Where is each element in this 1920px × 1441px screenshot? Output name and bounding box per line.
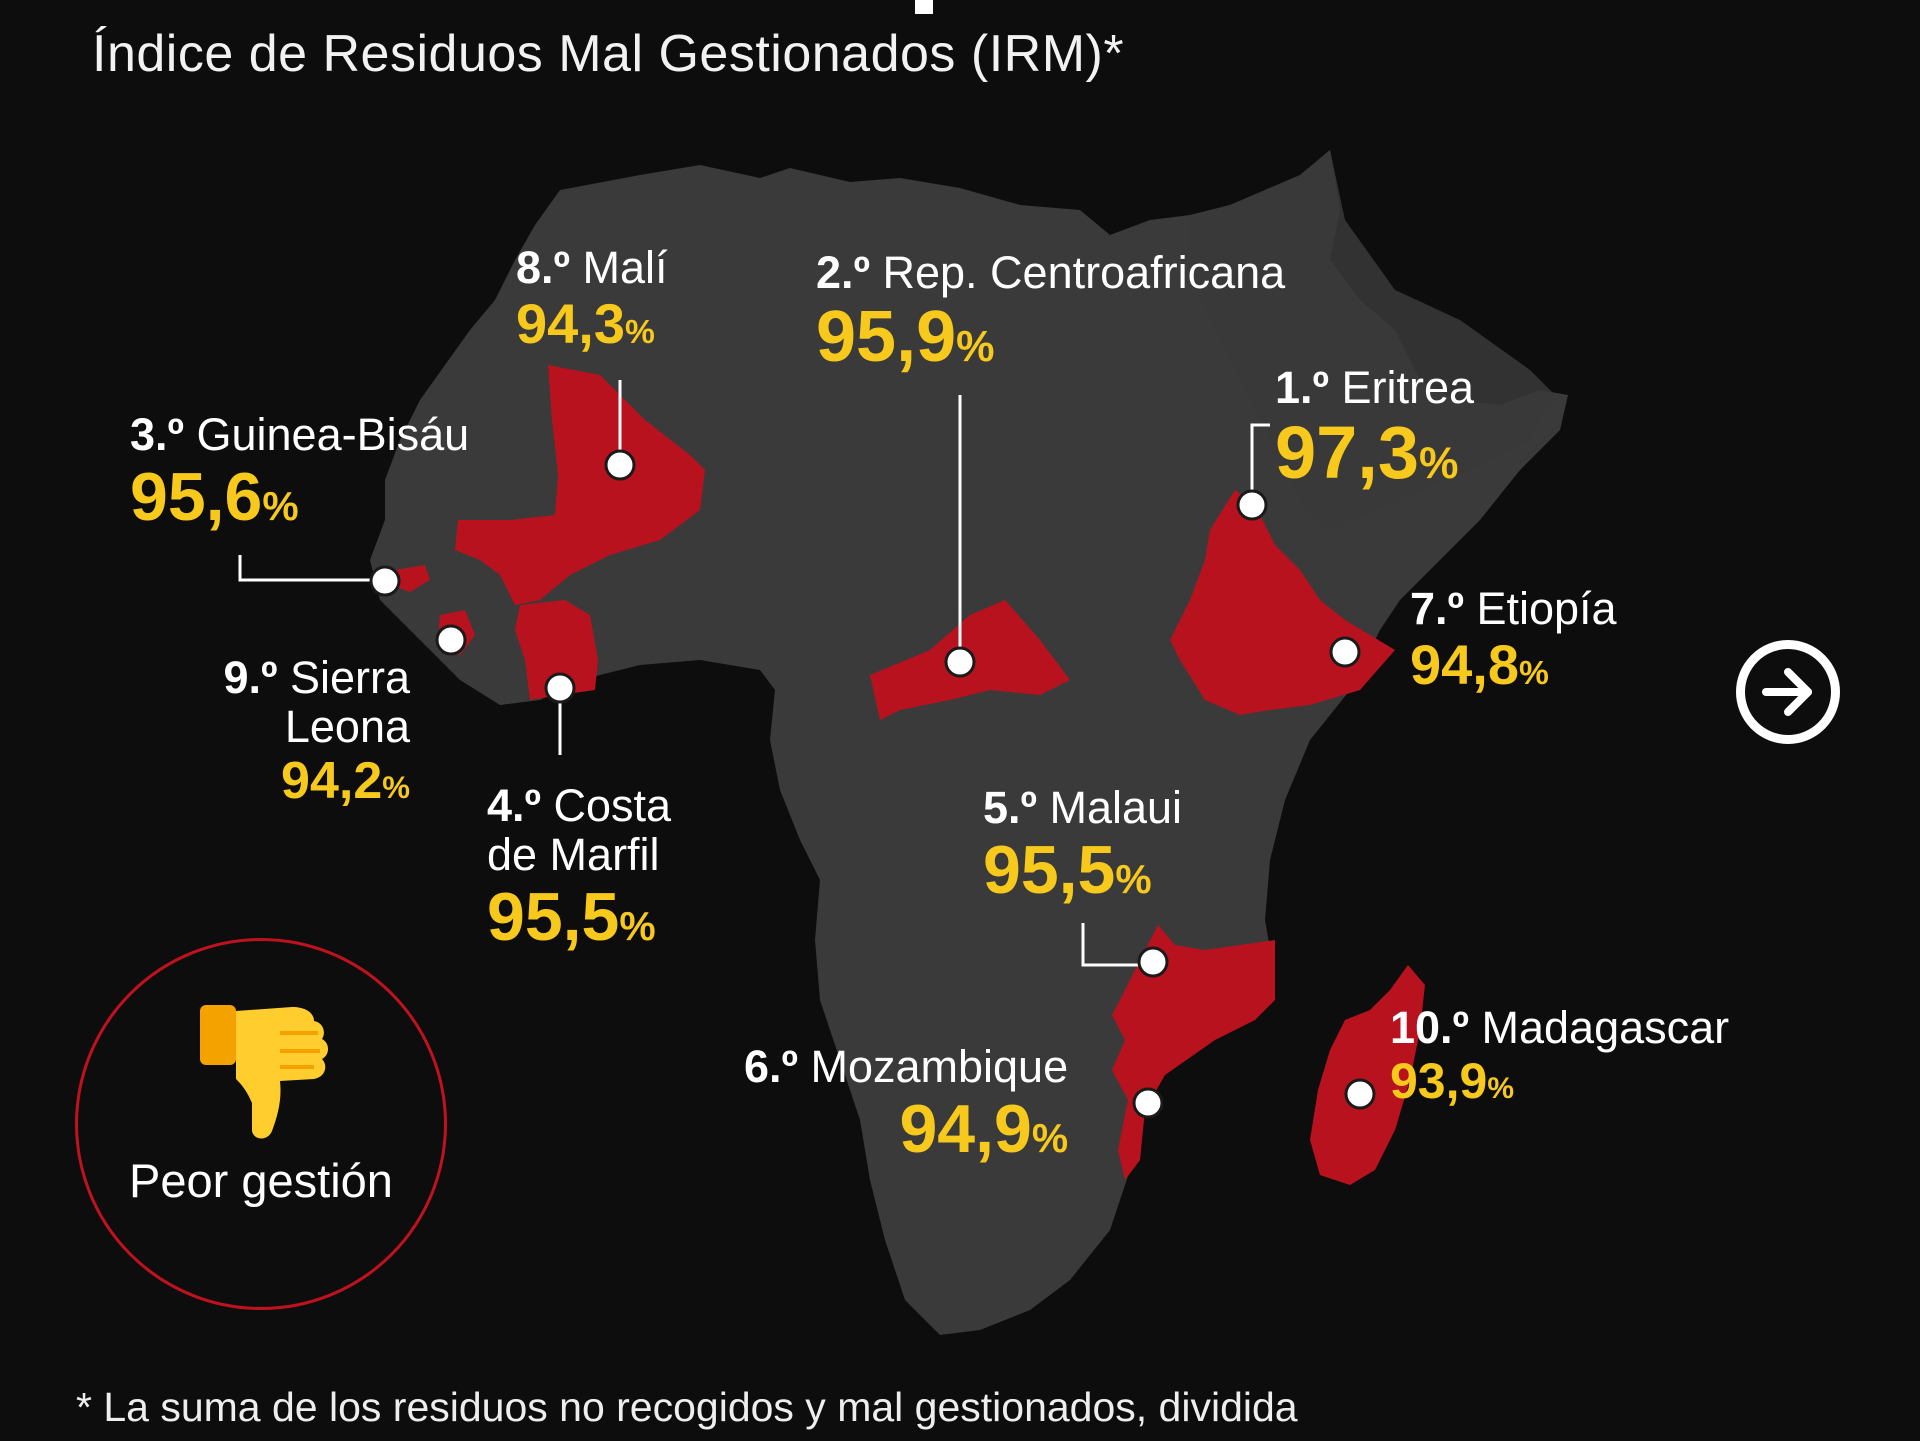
cote-divoire-marker [544,672,576,704]
label-sierra-leone: 9.º Sierra Leona 94,2% [198,655,410,807]
label-eritrea: 1.º Eritrea 97,3% [1275,365,1474,490]
value-eritrea: 97,3 [1275,411,1420,494]
name-eritrea: Eritrea [1341,362,1475,413]
rank-ethiopia: 7.º [1410,583,1464,634]
value-malawi: 95,5 [983,832,1116,908]
name-cote-divoire-line1: Costa [553,780,672,831]
label-guinea-bissau: 3.º Guinea-Bisáu 95,6% [130,412,469,531]
unit-madagascar: % [1487,1072,1515,1105]
guinea-bissau-marker [369,565,401,597]
name-sierra-leone-line1: Sierra [289,652,410,703]
rank-guinea-bissau: 3.º [130,409,184,460]
rank-sierra-leone: 9.º [223,652,278,703]
unit-malawi: % [1115,856,1152,902]
unit-cote-divoire: % [619,903,656,949]
value-mozambique: 94,9 [899,1091,1032,1167]
unit-sierra-leone: % [382,770,410,805]
map-subtitle: Índice de Residuos Mal Gestionados (IRM)… [92,25,1125,83]
mali-marker [604,449,636,481]
unit-mali: % [625,314,655,351]
name-mali: Malí [582,242,668,293]
malawi-mozambique-shape [1112,925,1275,1180]
guinea-bissau-leader-line [238,555,370,582]
ethiopia-marker [1329,636,1361,668]
name-madagascar: Madagascar [1481,1002,1730,1053]
mali-shape [455,365,705,605]
label-ethiopia: 7.º Etiopía 94,8% [1410,586,1617,693]
name-cote-divoire-line2: de Marfil [487,829,660,880]
guinea-bissau-shape [392,565,430,592]
rank-mozambique: 6.º [744,1041,798,1092]
mozambique-marker [1132,1087,1164,1119]
rank-eritrea: 1.º [1275,362,1329,413]
name-malawi: Malaui [1049,782,1183,833]
sierra-leone-marker [435,624,467,656]
unit-guinea-bissau: % [262,483,299,529]
value-ethiopia: 94,8 [1410,633,1519,696]
label-mali: 8.º Malí 94,3% [516,245,668,352]
title-fragment [915,0,933,14]
value-cote-divoire: 95,5 [487,879,620,955]
next-button[interactable] [1736,640,1840,744]
worst-management-badge: Peor gestión [75,938,447,1310]
madagascar-shape [1310,965,1425,1185]
rank-malawi: 5.º [983,782,1037,833]
unit-mozambique: % [1031,1115,1069,1161]
rank-mali: 8.º [516,242,570,293]
name-mozambique: Mozambique [810,1041,1069,1092]
unit-eritrea: % [1419,439,1459,488]
label-mozambique: 6.º Mozambique 94,9% [744,1044,1068,1163]
name-guinea-bissau: Guinea-Bisáu [196,409,470,460]
arrow-right-circle-icon [1762,668,1812,716]
malawi-marker [1137,946,1169,978]
madagascar-marker [1344,1078,1376,1110]
arabian-peninsula [1190,150,1555,530]
rank-madagascar: 10.º [1390,1002,1469,1053]
badge-label: Peor gestión [129,1154,393,1207]
value-guinea-bissau: 95,6 [130,459,263,535]
name-car: Rep. Centroafricana [882,247,1286,298]
rank-car: 2.º [816,247,870,298]
label-madagascar: 10.º Madagascar 93,9% [1390,1005,1729,1106]
label-malawi: 5.º Malaui 95,5% [983,785,1182,904]
name-ethiopia: Etiopía [1476,583,1617,634]
unit-car: % [956,323,995,371]
unit-ethiopia: % [1519,655,1549,692]
value-sierra-leone: 94,2 [281,752,383,810]
cote-divoire-shape [515,600,598,700]
name-sierra-leone-line2: Leona [284,701,410,752]
car-marker [944,646,976,678]
value-car: 95,9 [816,297,957,377]
label-car: 2.º Rep. Centroafricana 95,9% [816,250,1285,373]
value-mali: 94,3 [516,292,625,355]
eritrea-leader-line [1250,423,1270,495]
rank-cote-divoire: 4.º [487,780,541,831]
label-cote-divoire: 4.º Costa de Marfil 95,5% [487,783,671,951]
value-madagascar: 93,9 [1390,1053,1488,1109]
eritrea-marker [1236,489,1268,521]
malawi-leader-line [1081,923,1140,967]
thumbs-down-icon [200,1005,328,1139]
footnote: * La suma de los residuos no recogidos y… [76,1384,1298,1430]
